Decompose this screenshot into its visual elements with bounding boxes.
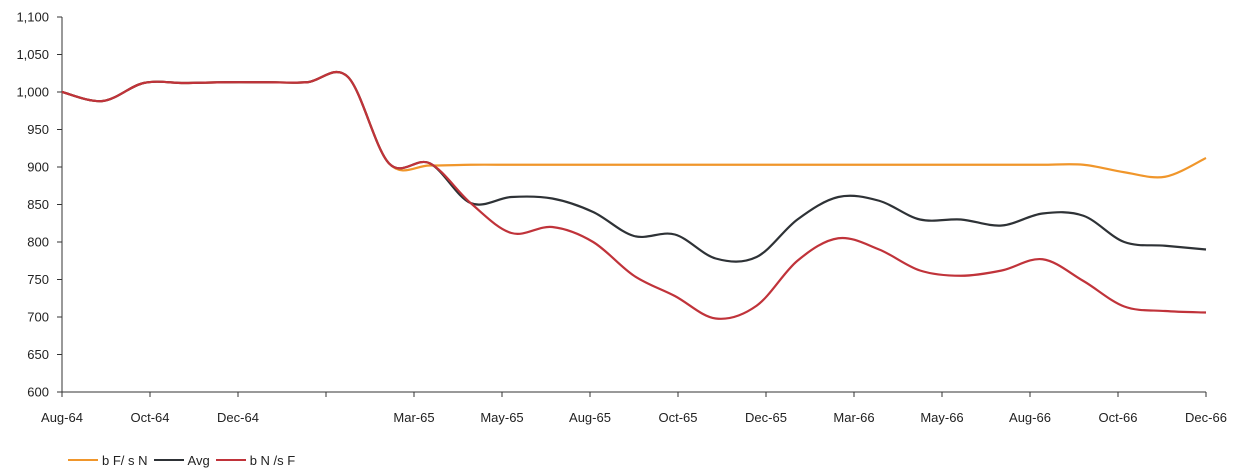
x-tick-label: Dec-66 (1185, 410, 1227, 425)
x-tick-label: Mar-65 (393, 410, 434, 425)
legend-swatch (68, 459, 98, 461)
y-tick-label: 1,000 (16, 85, 49, 100)
x-tick-label: Mar-66 (833, 410, 874, 425)
y-tick-label: 950 (27, 122, 49, 137)
y-tick-label: 1,100 (16, 10, 49, 25)
y-tick-label: 850 (27, 197, 49, 212)
legend: b F/ s N Avg b N /s F (68, 451, 301, 469)
x-tick-label: Oct-64 (130, 410, 169, 425)
series-line-avg (61, 70, 1207, 263)
x-tick-label: May-66 (920, 410, 963, 425)
legend-item: b F/ s N (68, 453, 148, 468)
y-tick-label: 1,050 (16, 47, 49, 62)
y-tick-label: 650 (27, 347, 49, 362)
line-chart: 600 650 700 750 800 850 900 950 1,000 1,050 1,100 A… (16, 10, 1227, 426)
x-tick-label: Aug-65 (569, 410, 611, 425)
y-tick-label: 750 (27, 272, 49, 287)
chart-svg: 600 650 700 750 800 850 900 950 1,000 1,050 1,100 A… (16, 10, 1227, 426)
y-tick-label: 600 (27, 385, 49, 400)
legend-swatch (215, 459, 246, 461)
x-tick-label: May-65 (480, 410, 523, 425)
x-tick-label: Oct-65 (658, 410, 697, 425)
x-tick-label: Oct-66 (1098, 410, 1137, 425)
y-tick-label: 800 (27, 235, 49, 250)
legend-label: Avg (187, 452, 210, 468)
series-line-1 (61, 70, 1207, 179)
x-tick-label: Aug-66 (1009, 410, 1051, 425)
series-line-3 (61, 70, 1207, 320)
legend-label: b F/ s N (102, 452, 148, 468)
x-tick-label: Dec-65 (745, 410, 787, 425)
x-tick-label: Dec-64 (217, 410, 259, 425)
y-tick-label: 900 (27, 160, 49, 175)
x-tick-label: Aug-64 (41, 410, 83, 425)
legend-label: b N /s F (249, 452, 296, 468)
y-tick-label: 700 (27, 310, 49, 325)
legend-item: b N /s F (215, 452, 296, 468)
legend-swatch (153, 459, 184, 461)
legend-item: Avg (153, 452, 210, 468)
